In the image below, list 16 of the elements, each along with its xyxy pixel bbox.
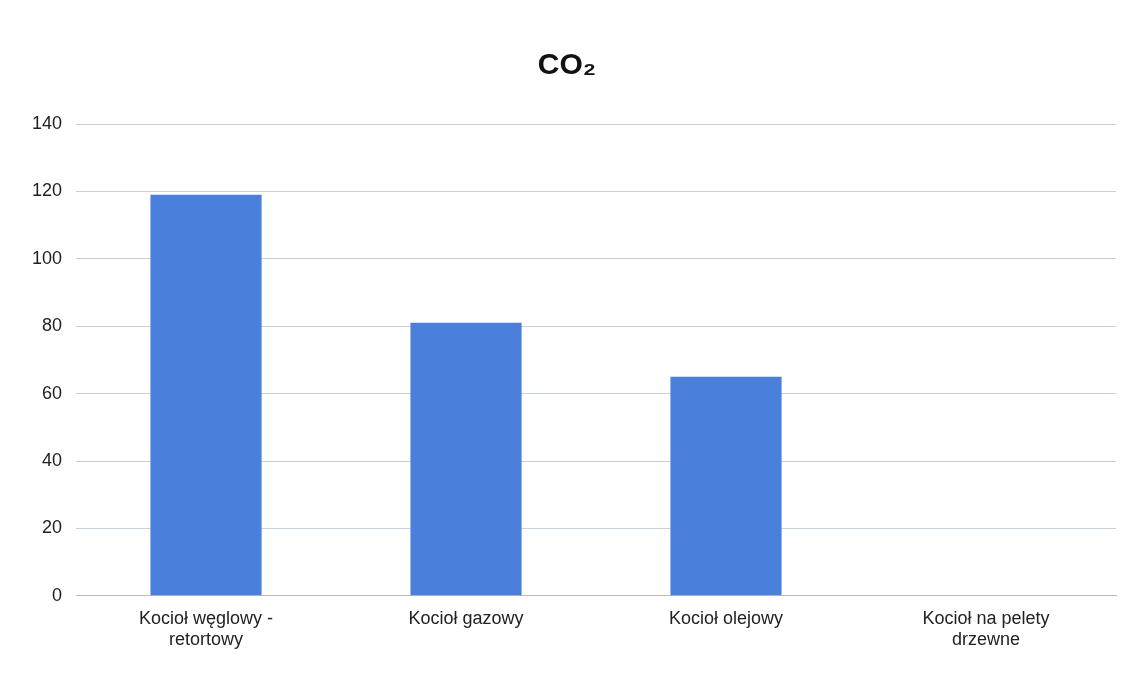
y-tick-label: 120: [31, 180, 63, 201]
x-tick-label: Kocioł olejowy: [668, 607, 784, 628]
y-tick-label: 100: [31, 247, 63, 268]
bar: [150, 194, 262, 596]
bar: [670, 376, 782, 596]
y-tick-label: 40: [42, 449, 63, 470]
x-tick-label: Kocioł gazowy: [408, 607, 524, 628]
chart-title: CO₂: [537, 47, 597, 81]
x-tick-label: Kocioł na pelety drzewne: [922, 607, 1050, 650]
y-tick-label: 80: [42, 315, 63, 336]
bar: [410, 322, 522, 596]
y-tick-label: 60: [42, 382, 63, 403]
y-tick-label: 20: [42, 517, 63, 538]
y-tick-label: 0: [52, 584, 63, 605]
y-tick-label: 140: [31, 112, 63, 133]
x-tick-label: Kocioł węglowy - retortowy: [139, 607, 274, 650]
